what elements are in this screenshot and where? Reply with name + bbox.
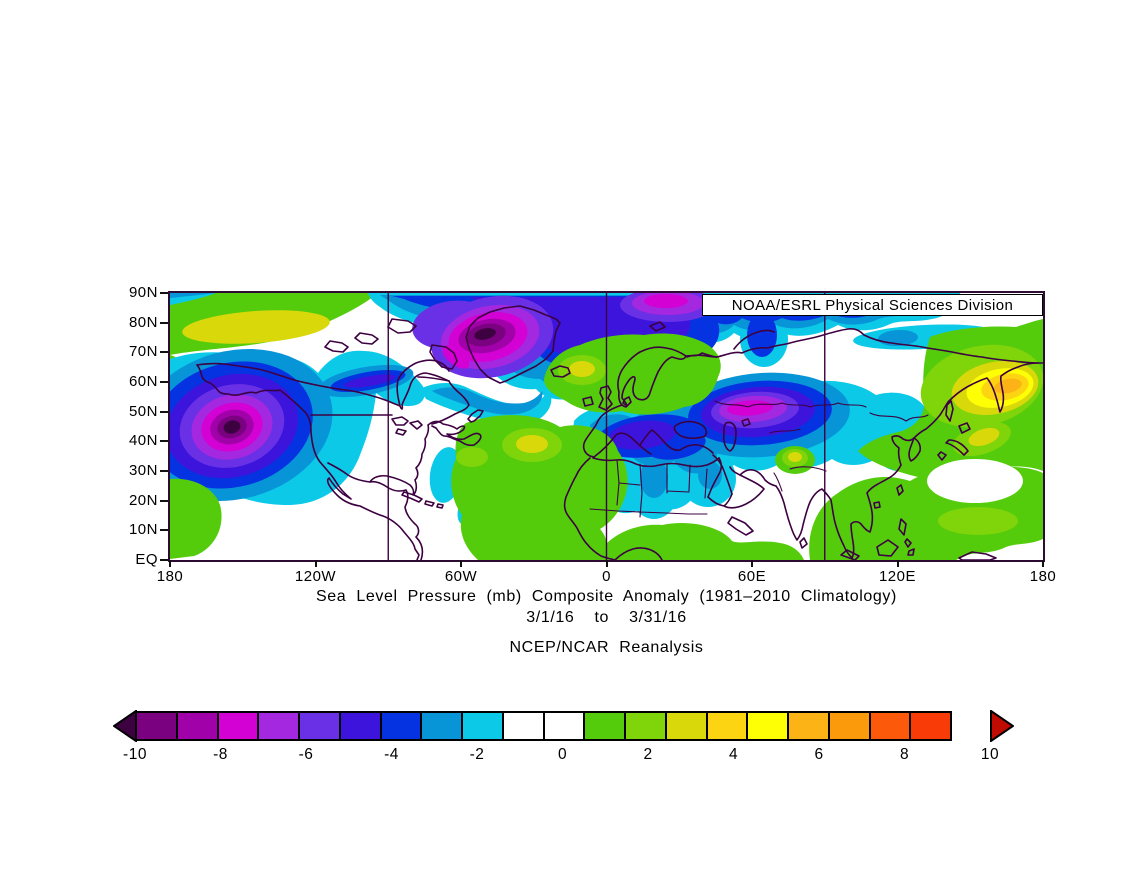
colorbar-cell [827,711,871,741]
y-axis-label: 80N [128,313,158,331]
colorbar-tick-label: -8 [213,746,228,763]
colorbar-cell [501,711,545,741]
attribution-box: NOAA/ESRL Physical Sciences Division [702,294,1043,316]
x-axis-label: 0 [602,568,611,585]
x-axis-tick [896,560,899,567]
colorbar-cell [257,711,300,741]
colorbar-cell [461,711,504,741]
colorbar-cell [664,711,708,741]
x-axis-tick [1042,560,1044,567]
plot-dataset: NCEP/NCAR Reanalysis [509,639,704,656]
x-axis-tick [460,560,462,567]
coastlines [196,305,1043,560]
colorbar-cell [868,711,912,741]
y-axis-tick [160,351,168,354]
x-axis-label: 120W [294,568,337,585]
colorbar-legend: -10 -8 -6 -4 -2 0 2 4 6 8 10 [113,710,1014,770]
y-axis-tick [160,440,168,443]
positive-anomaly-se-asia-pacific [775,421,1043,560]
colorbar-tick-label: 10 [980,746,1000,763]
y-axis-label: 30N [128,462,158,479]
colorbar-cell [746,711,789,741]
y-axis-label: 10N [128,521,158,539]
y-axis-label: EQ [135,551,158,568]
x-axis-tick [605,560,608,567]
x-axis-label: 60W [444,568,478,585]
positive-anomaly-tropics [170,478,804,560]
y-axis-tick [160,321,168,324]
colorbar-cell [216,711,260,741]
colorbar-cell [542,711,586,741]
country-borders [589,400,929,518]
colorbar-tick-label: 8 [899,746,910,763]
map-plot-area [168,291,1045,562]
x-axis-tick [169,560,171,567]
colorbar-cell [624,711,667,741]
attribution-text: NOAA/ESRL Physical Sciences Division [731,296,1014,314]
y-axis-label: 60N [128,373,158,390]
x-axis-tick [751,560,753,567]
x-axis-label: 60E [737,568,767,585]
colorbar-tick-label: 6 [814,746,824,763]
x-axis-label: 180 [1029,568,1057,585]
x-axis-label: 180 [156,568,184,585]
negative-anomaly-europe-central-asia [573,372,929,519]
x-axis-tick [314,560,317,567]
colorbar-tick-label: -10 [123,746,147,763]
y-axis-label: 50N [128,402,158,420]
positive-anomaly-europe [544,333,721,415]
y-axis-label: 20N [128,491,158,509]
colorbar-cell [787,711,830,741]
colorbar-cell [175,711,219,741]
colorbar-tick-label: 4 [728,746,739,763]
colorbar-cell [420,711,463,741]
y-axis-label: 90N [128,284,158,301]
colorbar-tick-label: 0 [557,746,568,763]
y-axis-tick [160,529,168,532]
colorbar-cell [298,711,341,741]
x-axis-label: 120E [878,568,917,585]
y-axis-tick [160,559,168,561]
colorbar-tick-label: -2 [469,746,485,763]
colorbar-tick-label: -4 [384,746,399,763]
positive-anomaly-atlantic [451,415,628,560]
y-axis-tick [160,381,168,383]
colorbar-tick-label: -6 [298,746,314,763]
colorbar-cell [909,711,952,741]
y-axis-tick [160,499,168,502]
plot-title: Sea Level Pressure (mb) Composite Anomal… [316,588,897,605]
colorbar-cell [338,711,382,741]
colorbar-tick-label: 2 [643,746,653,763]
y-axis-tick [160,410,168,413]
reference-meridians [387,293,826,560]
world-map-contour-plot [170,293,1043,560]
colorbar-arrow-low [113,710,137,742]
y-axis-label: 40N [128,432,158,450]
colorbar-arrow-high [990,710,1014,742]
colorbar-cell [379,711,423,741]
plot-date-range: 3/1/16 to 3/31/16 [526,609,687,626]
y-axis-tick [160,470,168,472]
colorbar-cell [583,711,626,741]
y-axis-tick [160,292,168,294]
negative-anomaly-north-pacific [170,348,425,505]
colorbar-cells [135,711,952,741]
colorbar-cell [705,711,749,741]
y-axis-label: 70N [128,343,158,361]
colorbar-cell [135,711,178,741]
